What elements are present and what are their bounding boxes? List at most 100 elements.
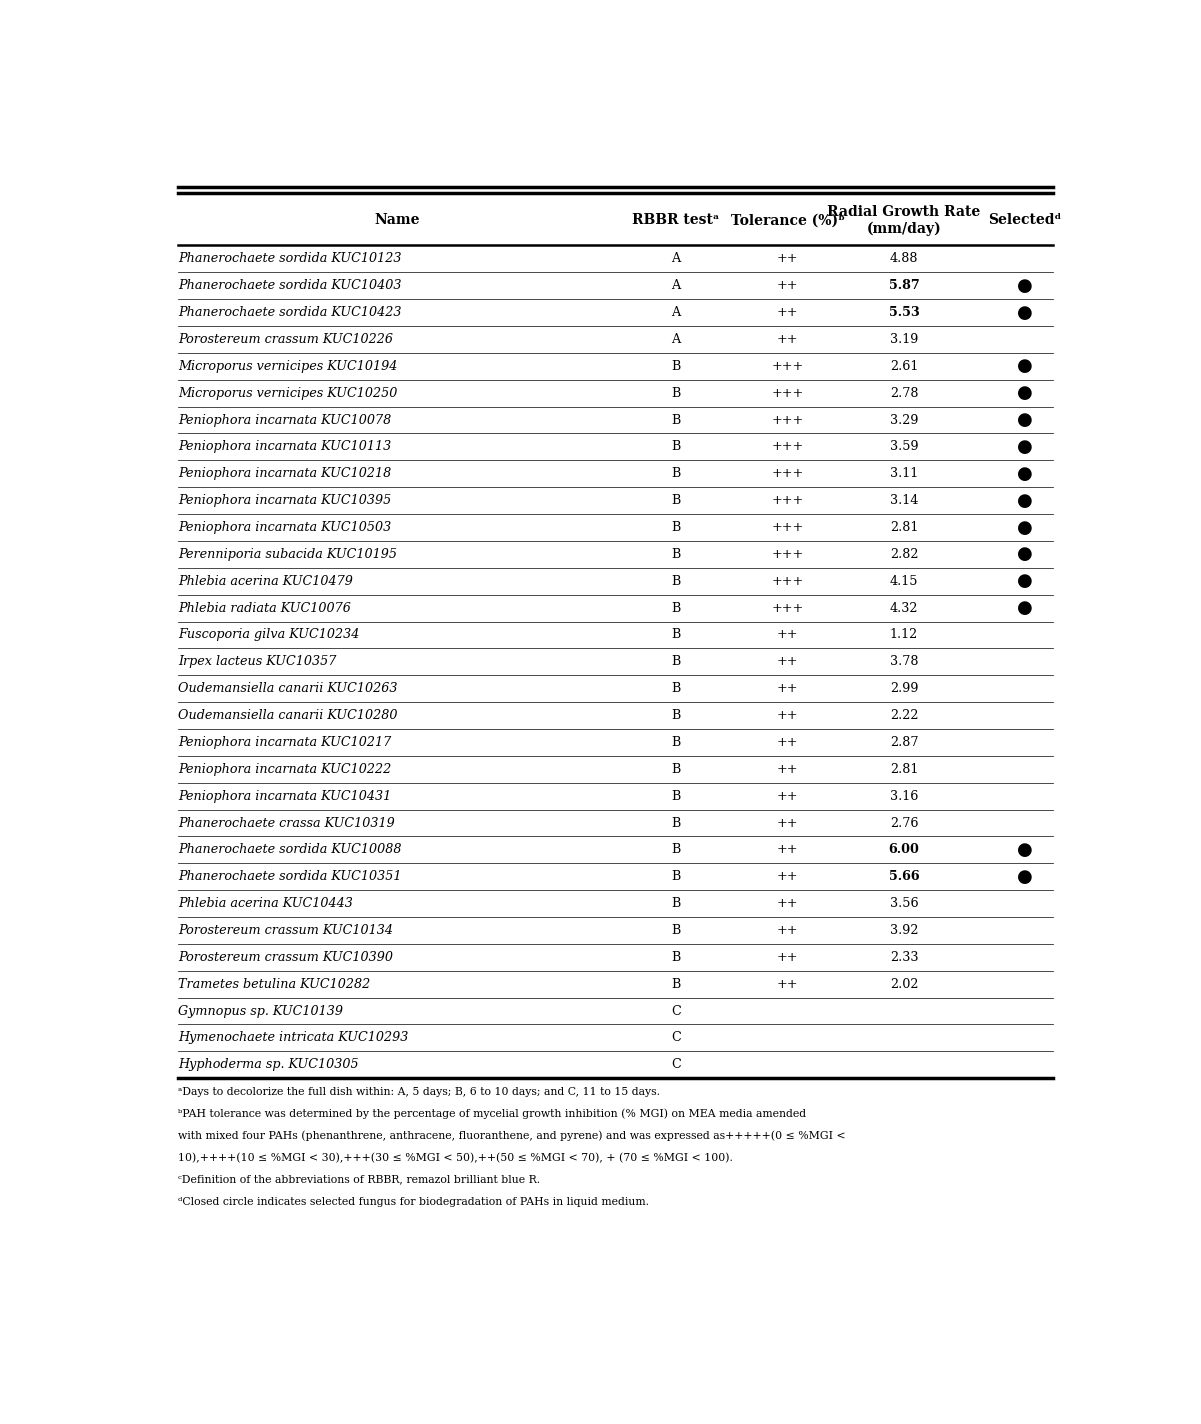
Text: B: B — [671, 360, 681, 373]
Text: Trametes betulina KUC10282: Trametes betulina KUC10282 — [178, 978, 370, 991]
Text: ++: ++ — [777, 709, 799, 722]
Text: C: C — [671, 1004, 681, 1018]
Text: Microporus vernicipes KUC10250: Microporus vernicipes KUC10250 — [178, 387, 398, 400]
Text: ᵇPAH tolerance was determined by the percentage of mycelial growth inhibition (%: ᵇPAH tolerance was determined by the per… — [178, 1109, 806, 1119]
Text: +++: +++ — [771, 440, 803, 453]
Text: +++: +++ — [771, 521, 803, 534]
Text: ●: ● — [1017, 545, 1033, 564]
Text: ++: ++ — [777, 682, 799, 695]
Text: ++: ++ — [777, 951, 799, 964]
Text: +++: +++ — [771, 575, 803, 588]
Text: Phanerochaete sordida KUC10403: Phanerochaete sordida KUC10403 — [178, 279, 401, 292]
Text: ++: ++ — [777, 978, 799, 991]
Text: +++: +++ — [771, 413, 803, 427]
Text: 2.81: 2.81 — [890, 763, 919, 776]
Text: ++: ++ — [777, 736, 799, 749]
Text: 3.29: 3.29 — [890, 413, 919, 427]
Text: Phanerochaete crassa KUC10319: Phanerochaete crassa KUC10319 — [178, 816, 395, 830]
Text: 2.61: 2.61 — [890, 360, 919, 373]
Text: C: C — [671, 1031, 681, 1044]
Text: ++: ++ — [777, 628, 799, 641]
Text: with mixed four PAHs (phenanthrene, anthracene, fluoranthene, and pyrene) and wa: with mixed four PAHs (phenanthrene, anth… — [178, 1131, 846, 1142]
Text: Name: Name — [374, 214, 419, 228]
Text: 2.82: 2.82 — [890, 548, 919, 561]
Text: 3.78: 3.78 — [890, 655, 919, 668]
Text: +++: +++ — [771, 467, 803, 480]
Text: Phanerochaete sordida KUC10088: Phanerochaete sordida KUC10088 — [178, 843, 401, 856]
Text: Irpex lacteus KUC10357: Irpex lacteus KUC10357 — [178, 655, 336, 668]
Text: B: B — [671, 521, 681, 534]
Text: Porostereum crassum KUC10390: Porostereum crassum KUC10390 — [178, 951, 393, 964]
Text: B: B — [671, 682, 681, 695]
Text: 6.00: 6.00 — [889, 843, 920, 856]
Text: 1.12: 1.12 — [890, 628, 919, 641]
Text: Peniophora incarnata KUC10503: Peniophora incarnata KUC10503 — [178, 521, 392, 534]
Text: B: B — [671, 816, 681, 830]
Text: B: B — [671, 548, 681, 561]
Text: Radial Growth Rate
(mm/day): Radial Growth Rate (mm/day) — [827, 205, 981, 235]
Text: B: B — [671, 897, 681, 910]
Text: Oudemansiella canarii KUC10263: Oudemansiella canarii KUC10263 — [178, 682, 398, 695]
Text: B: B — [671, 843, 681, 856]
Text: 3.16: 3.16 — [890, 790, 919, 803]
Text: Phanerochaete sordida KUC10123: Phanerochaete sordida KUC10123 — [178, 252, 401, 265]
Text: ᵈClosed circle indicates selected fungus for biodegradation of PAHs in liquid me: ᵈClosed circle indicates selected fungus… — [178, 1196, 649, 1206]
Text: B: B — [671, 494, 681, 507]
Text: 2.02: 2.02 — [890, 978, 919, 991]
Text: ●: ● — [1017, 491, 1033, 510]
Text: ●: ● — [1017, 518, 1033, 537]
Text: 5.53: 5.53 — [889, 306, 920, 319]
Text: Selectedᵈ: Selectedᵈ — [988, 214, 1062, 228]
Text: ++: ++ — [777, 790, 799, 803]
Text: Peniophora incarnata KUC10222: Peniophora incarnata KUC10222 — [178, 763, 392, 776]
Text: ᵃDays to decolorize the full dish within: A, 5 days; B, 6 to 10 days; and C, 11 : ᵃDays to decolorize the full dish within… — [178, 1087, 661, 1096]
Text: Hyphoderma sp. KUC10305: Hyphoderma sp. KUC10305 — [178, 1058, 359, 1071]
Text: ●: ● — [1017, 572, 1033, 590]
Text: 4.32: 4.32 — [890, 601, 919, 615]
Text: ●: ● — [1017, 276, 1033, 295]
Text: Tolerance (%)ᵇ: Tolerance (%)ᵇ — [730, 214, 844, 228]
Text: ●: ● — [1017, 464, 1033, 483]
Text: Phlebia acerina KUC10479: Phlebia acerina KUC10479 — [178, 575, 353, 588]
Text: ●: ● — [1017, 867, 1033, 886]
Text: Hymenochaete intricata KUC10293: Hymenochaete intricata KUC10293 — [178, 1031, 408, 1044]
Text: ●: ● — [1017, 412, 1033, 429]
Text: 4.15: 4.15 — [890, 575, 919, 588]
Text: ++: ++ — [777, 333, 799, 346]
Text: Phanerochaete sordida KUC10423: Phanerochaete sordida KUC10423 — [178, 306, 401, 319]
Text: ++: ++ — [777, 279, 799, 292]
Text: +++: +++ — [771, 601, 803, 615]
Text: B: B — [671, 655, 681, 668]
Text: Peniophora incarnata KUC10431: Peniophora incarnata KUC10431 — [178, 790, 392, 803]
Text: Perenniporia subacida KUC10195: Perenniporia subacida KUC10195 — [178, 548, 398, 561]
Text: 2.78: 2.78 — [890, 387, 919, 400]
Text: ++: ++ — [777, 252, 799, 265]
Text: +++: +++ — [771, 387, 803, 400]
Text: ++: ++ — [777, 306, 799, 319]
Text: ●: ● — [1017, 600, 1033, 617]
Text: B: B — [671, 709, 681, 722]
Text: ●: ● — [1017, 303, 1033, 322]
Text: B: B — [671, 413, 681, 427]
Text: Peniophora incarnata KUC10218: Peniophora incarnata KUC10218 — [178, 467, 392, 480]
Text: ++: ++ — [777, 924, 799, 937]
Text: 2.99: 2.99 — [890, 682, 919, 695]
Text: Phanerochaete sordida KUC10351: Phanerochaete sordida KUC10351 — [178, 870, 401, 883]
Text: ●: ● — [1017, 842, 1033, 859]
Text: 2.22: 2.22 — [890, 709, 919, 722]
Text: A: A — [671, 252, 681, 265]
Text: ++: ++ — [777, 763, 799, 776]
Text: 10),++++(10 ≤ %MGI < 30),+++(30 ≤ %MGI < 50),++(50 ≤ %MGI < 70), + (70 ≤ %MGI < : 10),++++(10 ≤ %MGI < 30),+++(30 ≤ %MGI <… — [178, 1153, 733, 1163]
Text: Fuscoporia gilva KUC10234: Fuscoporia gilva KUC10234 — [178, 628, 359, 641]
Text: C: C — [671, 1058, 681, 1071]
Text: B: B — [671, 924, 681, 937]
Text: A: A — [671, 333, 681, 346]
Text: B: B — [671, 951, 681, 964]
Text: B: B — [671, 763, 681, 776]
Text: Peniophora incarnata KUC10395: Peniophora incarnata KUC10395 — [178, 494, 392, 507]
Text: 2.33: 2.33 — [890, 951, 919, 964]
Text: A: A — [671, 279, 681, 292]
Text: Microporus vernicipes KUC10194: Microporus vernicipes KUC10194 — [178, 360, 398, 373]
Text: 5.87: 5.87 — [889, 279, 920, 292]
Text: Peniophora incarnata KUC10217: Peniophora incarnata KUC10217 — [178, 736, 392, 749]
